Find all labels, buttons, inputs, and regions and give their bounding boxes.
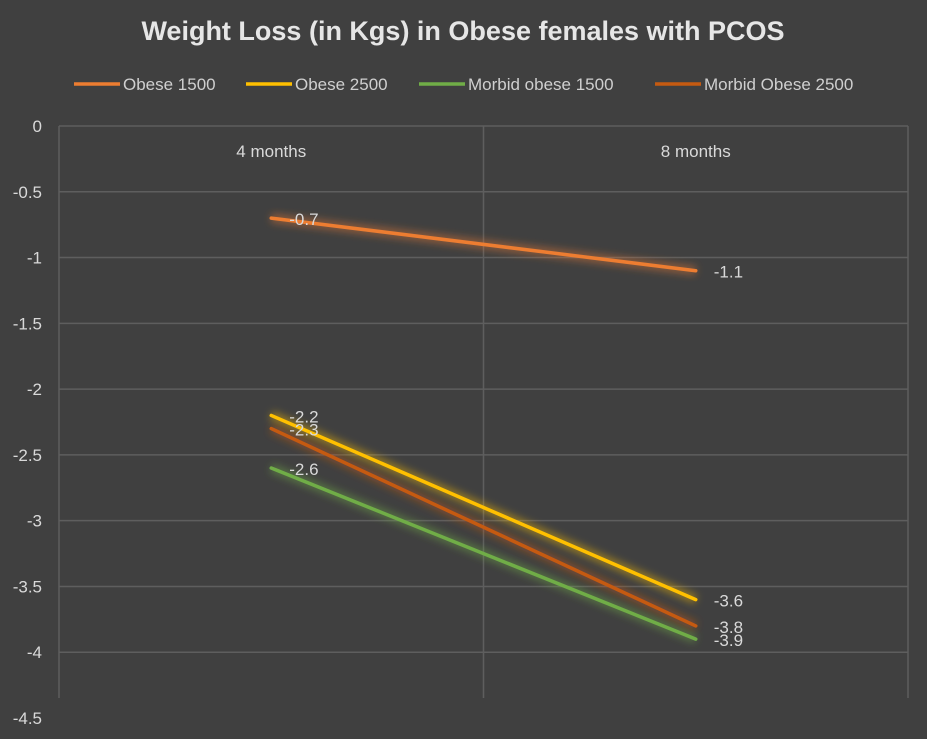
series-line bbox=[269, 466, 698, 641]
data-label: -1.1 bbox=[714, 263, 743, 282]
series-line bbox=[269, 413, 698, 602]
x-axis: 4 months 8 months bbox=[236, 142, 730, 161]
y-tick-label: -0.5 bbox=[13, 183, 42, 202]
y-tick-label: -1.5 bbox=[13, 314, 42, 333]
series-lines bbox=[269, 216, 698, 641]
chart-title: Weight Loss (in Kgs) in Obese females wi… bbox=[141, 16, 784, 46]
x-category-label: 8 months bbox=[661, 142, 731, 161]
x-category-label: 4 months bbox=[236, 142, 306, 161]
y-tick-label: -1 bbox=[27, 249, 42, 268]
data-label: -0.7 bbox=[289, 210, 318, 229]
data-label: -2.3 bbox=[289, 421, 318, 440]
y-tick-label: -4 bbox=[27, 643, 42, 662]
data-label: -2.6 bbox=[289, 460, 318, 479]
y-tick-label: -4.5 bbox=[13, 709, 42, 728]
y-tick-label: -3.5 bbox=[13, 577, 42, 596]
series-line bbox=[269, 216, 698, 273]
y-tick-label: 0 bbox=[33, 117, 42, 136]
legend-label: Morbid Obese 2500 bbox=[704, 75, 853, 94]
legend-label: Obese 2500 bbox=[295, 75, 388, 94]
legend: Obese 1500 Obese 2500 Morbid obese 1500 Mor… bbox=[74, 75, 853, 94]
y-tick-label: -2.5 bbox=[13, 446, 42, 465]
data-label: -3.8 bbox=[714, 618, 743, 637]
data-label: -3.9 bbox=[714, 631, 743, 650]
legend-label: Morbid obese 1500 bbox=[468, 75, 614, 94]
y-tick-label: -3 bbox=[27, 512, 42, 531]
series-line bbox=[269, 426, 698, 628]
legend-label: Obese 1500 bbox=[123, 75, 216, 94]
data-label: -2.2 bbox=[289, 407, 318, 426]
data-label: -3.6 bbox=[714, 592, 743, 611]
gridlines bbox=[58, 125, 909, 698]
data-labels: -0.7 -1.1 -2.2 -3.6 -2.6 -3.9 -2.3 -3.8 bbox=[289, 210, 743, 650]
y-axis: 0 -0.5 -1 -1.5 -2 -2.5 -3 -3.5 -4 -4.5 bbox=[13, 117, 42, 728]
y-tick-label: -2 bbox=[27, 380, 42, 399]
